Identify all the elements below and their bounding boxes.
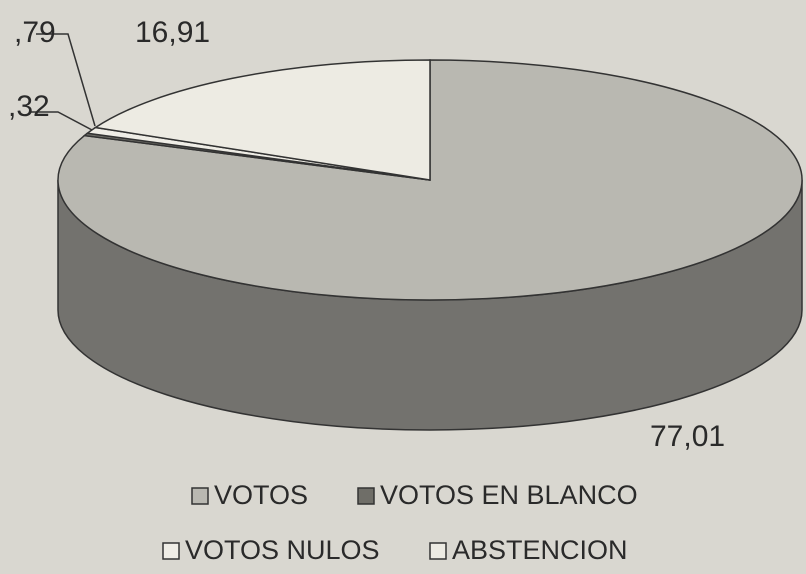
data-label: ,32 bbox=[8, 90, 50, 123]
data-label: 16,91 bbox=[135, 16, 210, 49]
leader-line bbox=[36, 33, 96, 127]
pie-slice bbox=[93, 59, 431, 181]
leader-line bbox=[30, 111, 93, 131]
data-label: ,79 bbox=[14, 16, 56, 49]
legend-swatch bbox=[357, 487, 375, 505]
data-label: 77,01 bbox=[650, 420, 725, 453]
legend-swatch bbox=[191, 487, 209, 505]
legend-swatch bbox=[162, 542, 180, 560]
legend-swatch bbox=[429, 542, 447, 560]
legend-label: VOTOS bbox=[214, 480, 308, 510]
legend-label: VOTOS NULOS bbox=[185, 535, 380, 565]
legend-label: VOTOS EN BLANCO bbox=[380, 480, 638, 510]
legend-label: ABSTENCION bbox=[452, 535, 628, 565]
